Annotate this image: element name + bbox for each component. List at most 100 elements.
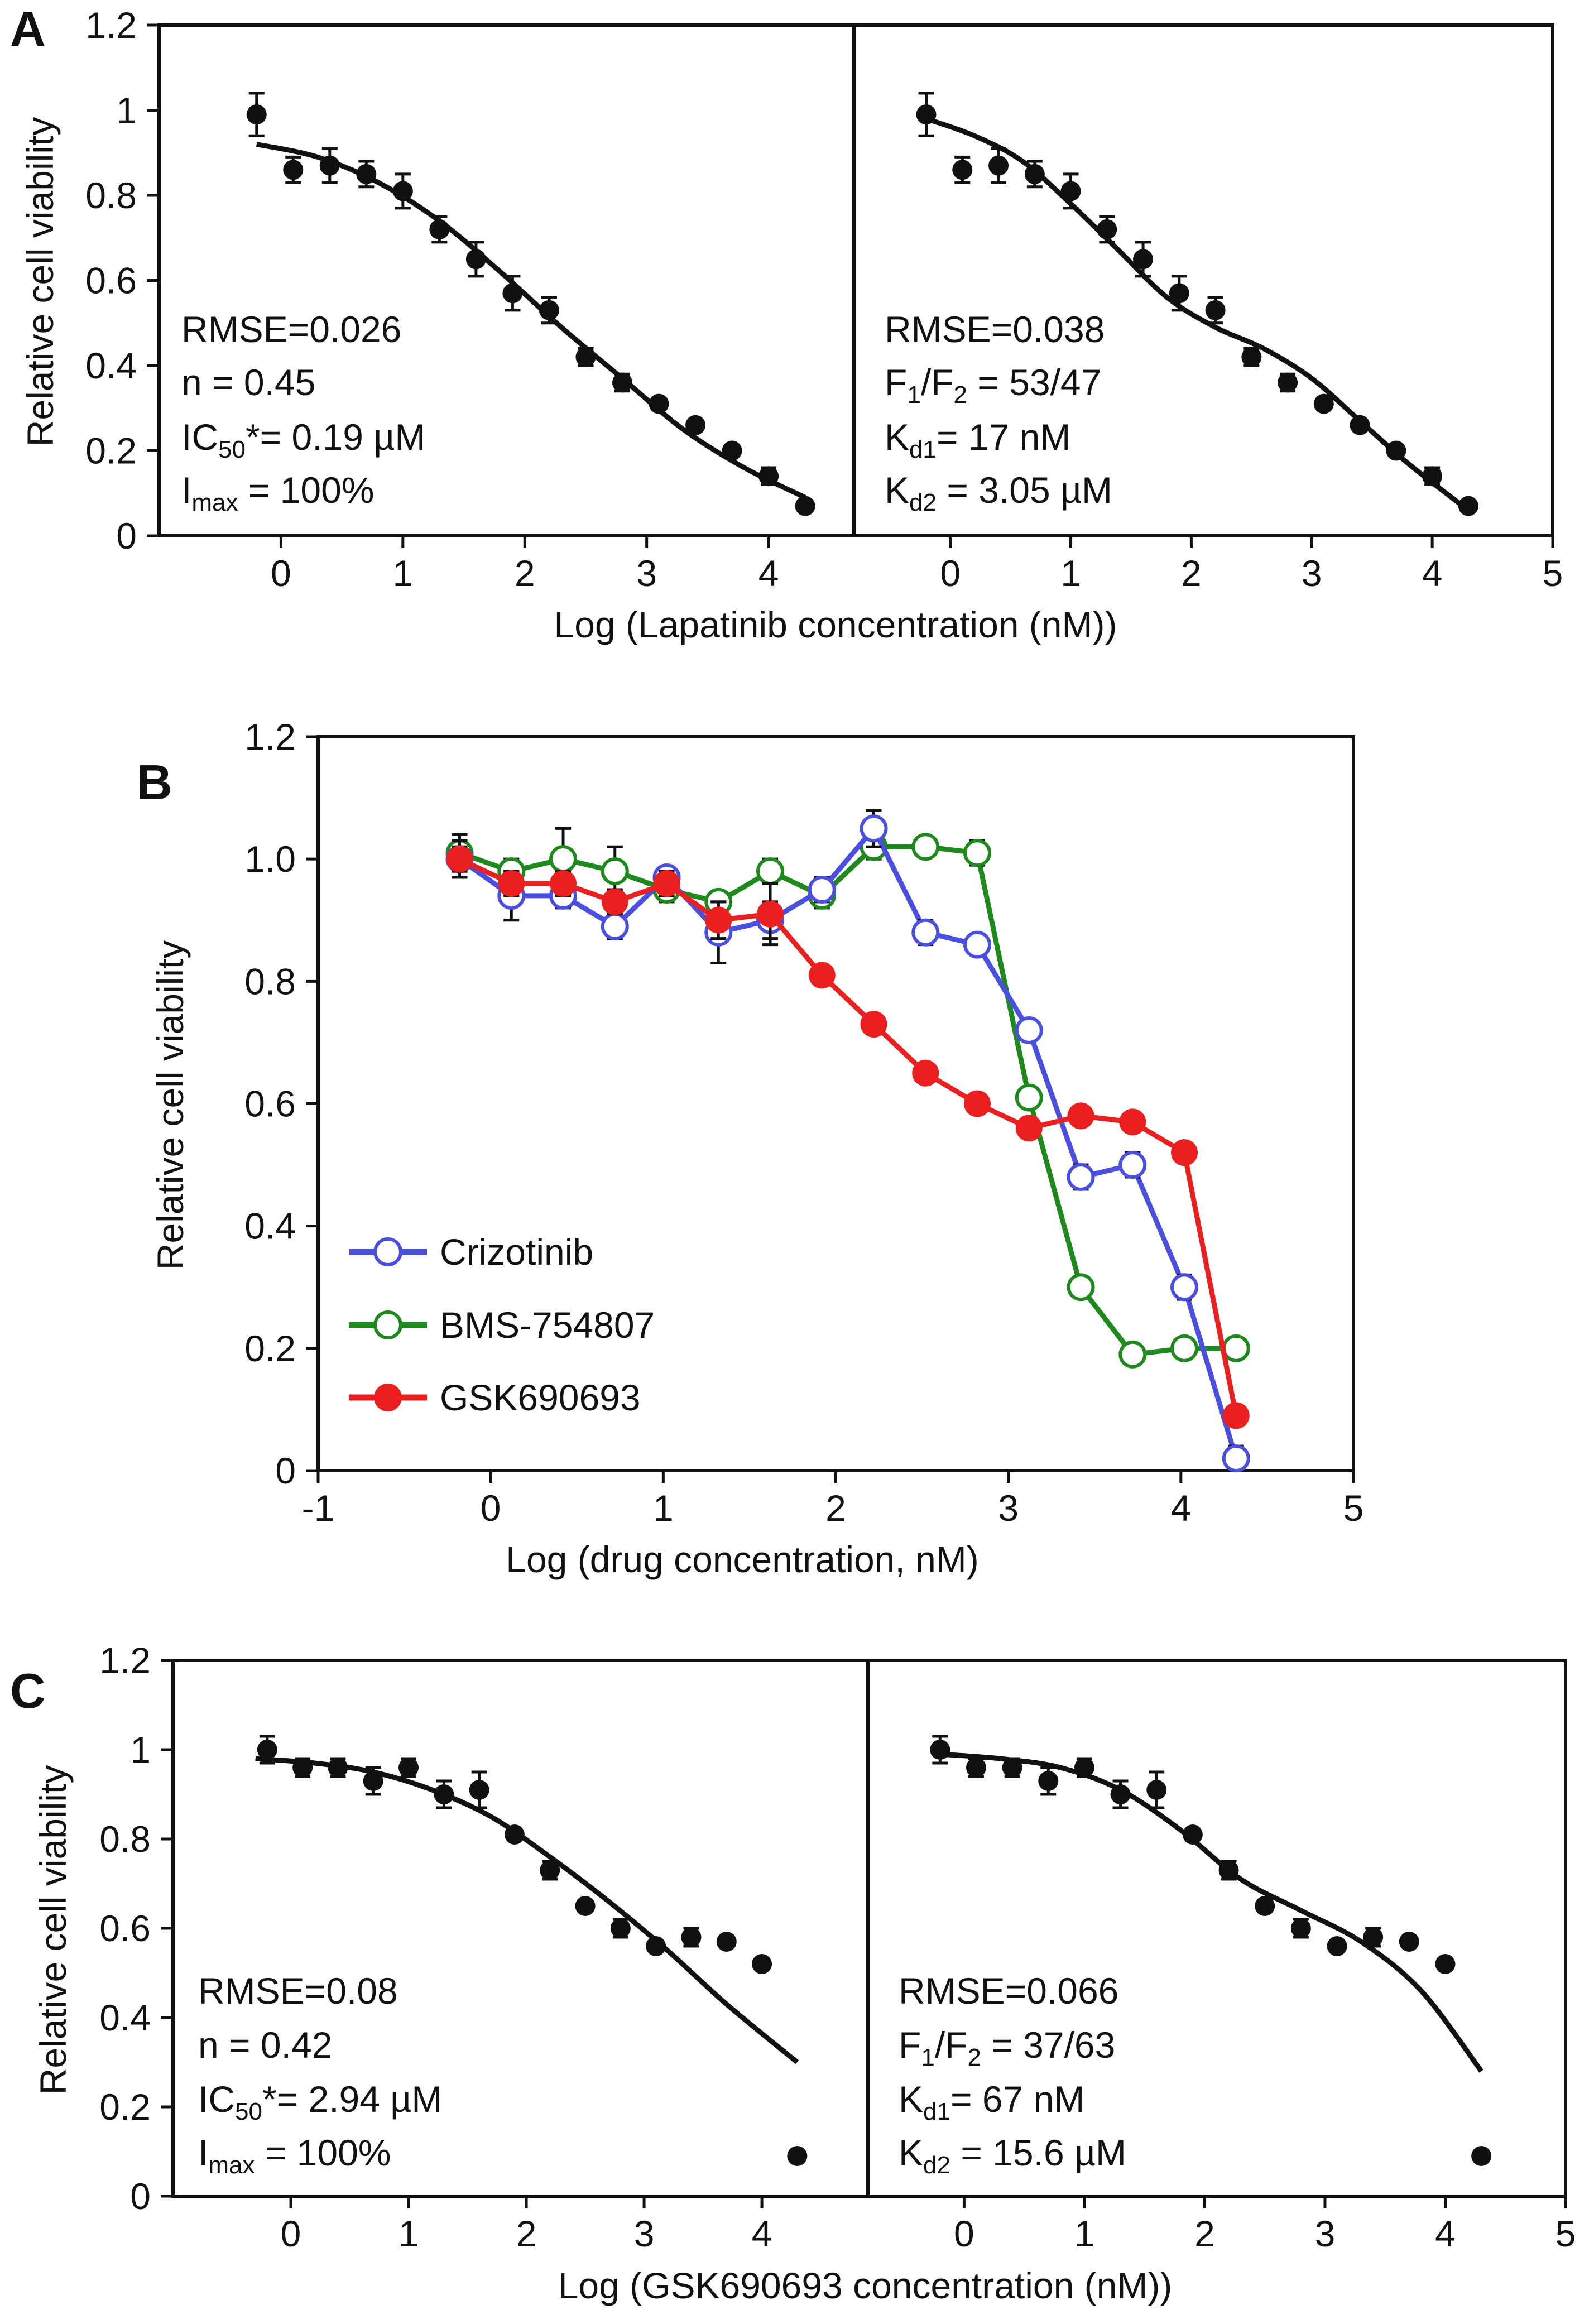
data-point	[1118, 1151, 1147, 1179]
panel-a-x-label: Log (Lapatinib concentration (nM))	[554, 604, 1117, 645]
x-tick-label: 5	[1555, 2213, 1576, 2254]
ann-a1-ic50-sub: 50	[218, 436, 246, 463]
data-point	[429, 219, 450, 239]
data-point	[1399, 1932, 1419, 1952]
x-tick-label: 2	[515, 553, 535, 594]
panel-c-right-frame	[866, 1659, 1567, 2198]
ann-a1-imax: Imax = 100%	[181, 469, 375, 516]
data-point	[1170, 1273, 1199, 1302]
legend-item: BMS-754807	[349, 1304, 655, 1346]
data-point	[1169, 283, 1189, 304]
y-tick-label: 1	[130, 1729, 151, 1770]
data-point	[757, 900, 784, 928]
panel-b-x-axis: -1 0 1 2 3 4 5	[302, 1471, 1364, 1529]
y-tick-label: 0.2	[99, 2086, 151, 2128]
data-point	[653, 870, 680, 897]
x-tick-label: 1	[653, 1487, 674, 1529]
ann-a2-kd2-pre: K	[885, 469, 909, 511]
data-point	[601, 888, 628, 915]
data-point	[498, 870, 525, 897]
y-tick-label: 0.4	[85, 345, 137, 386]
data-point	[1313, 393, 1334, 414]
panel-c-left-annotation: RMSE=0.08 n = 0.42 IC50*= 2.94 µM Imax =…	[198, 1970, 442, 2179]
data-point	[1278, 372, 1298, 393]
data-point	[930, 1740, 950, 1760]
data-point	[860, 1011, 887, 1038]
y-tick-label: 0.8	[244, 961, 296, 1002]
ann-a2-kd1: Kd1= 17 nM	[885, 416, 1070, 463]
data-point	[808, 875, 836, 904]
x-tick-label: 0	[271, 553, 291, 594]
legend-swatch-marker	[373, 1310, 402, 1339]
data-point	[808, 962, 836, 989]
x-tick-label: 5	[1543, 553, 1563, 594]
panel-a-right-frame	[852, 23, 1554, 537]
panel-b-x-label: Log (drug concentration, nM)	[506, 1539, 978, 1580]
ann-a2-kd2-post: = 3.05 µM	[937, 469, 1112, 511]
panel-a-y-axis: 0 0.2 0.4 0.6 0.8 1 1.2	[85, 4, 159, 556]
data-point	[1097, 219, 1117, 239]
ann-c1-ic50-post: *= 2.94 µM	[262, 2078, 442, 2120]
fit-curve	[255, 1756, 799, 2064]
ann-a2-kd1-post: = 17 nM	[937, 416, 1070, 458]
data-point	[1110, 1784, 1131, 1804]
y-tick-label: 0	[116, 515, 137, 556]
legend-swatch-marker	[373, 1237, 402, 1266]
x-tick-label: 1	[1060, 553, 1081, 594]
data-point	[540, 1860, 560, 1880]
ann-c2-f-s2: 2	[967, 2044, 981, 2071]
data-point	[912, 1059, 939, 1087]
data-point	[952, 160, 973, 180]
data-point	[1205, 300, 1226, 320]
x-tick-label: -1	[302, 1487, 335, 1529]
x-tick-label: 4	[1170, 1487, 1191, 1529]
data-point	[758, 466, 779, 487]
data-point	[1386, 440, 1406, 461]
ann-a2-kd1-sub: d1	[909, 436, 937, 463]
panel-b-y-axis: 0 0.2 0.4 0.6 0.8 1.0 1.2	[244, 716, 318, 1491]
series-gsk690693	[446, 845, 1250, 1429]
ann-a1-ic50: IC50*= 0.19 µM	[181, 416, 425, 463]
data-point	[504, 1824, 525, 1845]
x-tick-label: 5	[1343, 1487, 1364, 1529]
x-tick-label: 4	[1435, 2213, 1456, 2254]
x-tick-label: 0	[940, 553, 961, 594]
data-point	[465, 249, 486, 270]
data-point	[446, 846, 473, 873]
series-line	[458, 857, 1239, 1417]
fit-curve	[925, 116, 1470, 512]
ann-a1-imax-sub: max	[191, 489, 238, 516]
data-point	[1067, 1163, 1095, 1191]
x-tick-label: 0	[281, 2213, 301, 2254]
y-tick-label: 0.6	[99, 1908, 151, 1949]
y-tick-label: 0.8	[85, 175, 137, 216]
x-tick-label: 4	[752, 2213, 772, 2254]
ann-a2-f-b: /F	[921, 362, 954, 403]
legend-label: BMS-754807	[440, 1304, 655, 1346]
data-point	[1218, 1860, 1239, 1880]
x-tick-label: 2	[825, 1487, 846, 1529]
panel-c-x-label: Log (GSK690693 concentration (nM))	[558, 2265, 1173, 2306]
ann-c1-imax: Imax = 100%	[198, 2132, 391, 2179]
y-tick-label: 0.6	[244, 1083, 296, 1125]
data-point	[1241, 347, 1262, 367]
panel-a-left-plot: 0 0.2 0.4 0.6 0.8 1 1.2 0 1 2 3 4	[85, 4, 856, 594]
data-point	[246, 104, 267, 125]
y-tick-label: 0.2	[244, 1328, 296, 1369]
ann-c1-imax-sub: max	[208, 2152, 255, 2179]
ann-c2-f-s1: 1	[921, 2044, 934, 2071]
panel-b-marks	[445, 809, 1250, 1473]
data-point	[1002, 1758, 1022, 1778]
series-line	[458, 824, 1239, 1459]
ann-a2-kd2: Kd2 = 3.05 µM	[885, 469, 1112, 516]
data-point	[283, 160, 304, 180]
data-point	[1060, 181, 1081, 201]
ann-a2-f: F1/F2 = 53/47	[885, 362, 1101, 409]
data-point	[1170, 1334, 1199, 1362]
ann-a2-f-c: = 53/47	[967, 362, 1101, 403]
data-point	[1290, 1918, 1311, 1938]
data-point	[685, 415, 706, 435]
data-point	[1222, 1444, 1250, 1473]
y-tick-label: 0	[275, 1450, 296, 1491]
panel-c-left-x-axis: 0 1 2 3 4	[281, 2196, 772, 2254]
